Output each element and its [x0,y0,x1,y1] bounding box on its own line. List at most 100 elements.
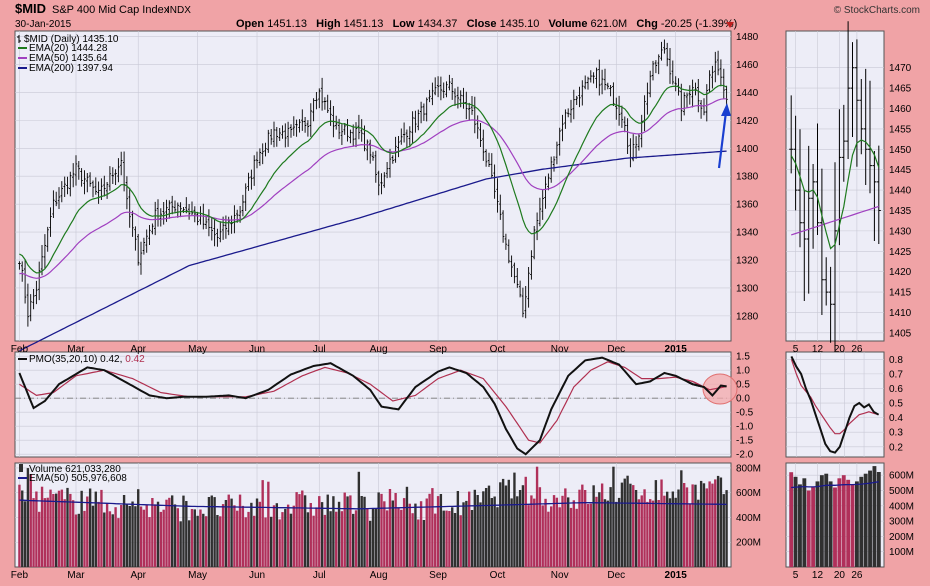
volume-bar [230,498,233,567]
y-tick-label: 0.3 [889,428,903,439]
volume-bar [623,478,626,567]
x-tick-label: 20 [834,570,846,581]
trend-arrow-shaft [717,111,728,169]
price-bar [168,200,171,219]
volume-bar [806,490,811,567]
price-bar [292,116,295,136]
volume-bar [335,511,338,567]
price-bar [493,164,496,199]
price-bar [789,95,794,174]
price-bar [417,109,420,131]
volume-bar [705,488,708,567]
volume-bar [518,490,522,567]
price-bar [516,268,519,288]
x-tick-label: Dec [607,570,625,581]
y-tick-label: 0.0 [736,394,750,405]
x-tick-label: Aug [370,344,388,355]
price-bar [247,172,250,191]
price-side-x-axis: 5 12 20 26 [793,344,863,355]
x-tick-label: Oct [490,344,506,355]
price-bar [558,127,561,156]
volume-bar [637,499,641,567]
pmo-signal-line [19,361,727,444]
volume-bar [202,513,205,567]
volume-bar [38,511,41,567]
volume-bar [318,496,321,567]
price-bar [371,151,375,161]
volume-bar [63,499,66,567]
price-bar [646,82,649,115]
y-tick-label: 0.5 [736,380,750,391]
price-bar [538,197,542,227]
y-tick-label: 200M [889,532,914,543]
volume-bar [550,506,553,567]
volume-bar [789,472,794,567]
pmo-side-grid [786,352,884,457]
volume-bar [360,496,363,567]
volume-bar [484,488,488,567]
price-bar [431,82,434,106]
volume-bar [120,505,123,567]
price-bar [301,109,304,131]
price-bar [411,111,414,144]
price-bar [400,128,403,145]
ticker-symbol: $MID [15,1,46,16]
legend-pmo-signal-value: 0.42 [125,354,145,365]
volume-bar [671,491,675,567]
volume-bar [555,497,559,567]
volume-bar [343,492,346,567]
price-bar [722,68,725,100]
price-bar [52,190,55,218]
volume-bar [598,492,601,567]
y-tick-label: 1440 [889,186,912,197]
price-panel-main [14,30,732,342]
volume-bar [578,489,581,567]
volume-bar [465,500,468,567]
price-bar [527,267,530,308]
price-bar [391,155,394,164]
price-bar [473,96,476,134]
x-tick-label: Feb [11,344,29,355]
quote-low-label: Low [393,18,415,30]
price-bar [159,208,162,227]
price-bar [660,41,663,61]
x-tick-label: Aug [370,570,388,581]
volume-bar [651,500,655,567]
price-legend: $MID (Daily) 1435.10 EMA(20) 1444.28 EMA… [17,34,119,74]
price-bar [134,226,137,251]
volume-bar [575,508,578,567]
price-bar [318,88,321,109]
x-tick-label: 26 [851,570,863,581]
price-bar [606,82,609,90]
down-triangle-icon [726,22,734,28]
volume-bar [354,510,358,567]
price-bar [671,60,674,85]
price-bar [436,76,440,98]
price-bar [120,151,123,176]
y-tick-label: 1.5 [736,352,750,363]
price-bar [244,183,247,211]
price-bar [699,100,703,119]
legend-pmo-label: PMO(35,20,10) 0.42, 0.42 [29,354,145,365]
price-bar [530,250,533,280]
y-tick-label: 1340 [736,228,759,239]
volume-bar [674,497,677,567]
price-bar [295,119,298,137]
volume-bar [281,512,284,567]
price-bar [173,200,177,213]
price-bar [468,102,471,121]
price-bar [561,114,564,142]
price-bar [863,68,868,185]
legend-price-label: $MID (Daily) 1435.10 [24,34,119,45]
volume-bar [431,488,434,567]
price-bar [343,123,346,135]
volume-bar [501,478,505,567]
price-bar [275,127,278,147]
price-bar [716,50,720,76]
volume-bar [236,510,239,567]
price-bar [221,216,225,240]
price-bar [315,92,318,110]
price-bar [589,70,592,83]
pmo-legend: PMO(35,20,10) 0.42, 0.42 [18,354,145,365]
volume-bar [680,470,683,567]
